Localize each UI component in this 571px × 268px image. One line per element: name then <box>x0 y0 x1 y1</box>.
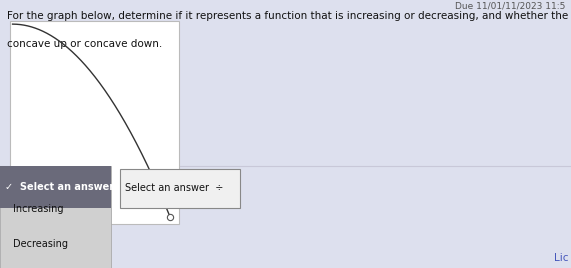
FancyBboxPatch shape <box>120 169 240 208</box>
Text: ✓  Select an answer: ✓ Select an answer <box>5 182 114 192</box>
Text: Increasing: Increasing <box>13 204 63 214</box>
FancyBboxPatch shape <box>10 21 179 224</box>
FancyBboxPatch shape <box>0 166 111 268</box>
Text: Lic: Lic <box>554 253 568 263</box>
Text: For the graph below, determine if it represents a function that is increasing or: For the graph below, determine if it rep… <box>7 11 571 21</box>
Text: Due 11/01/11/2023 11:5: Due 11/01/11/2023 11:5 <box>455 1 565 10</box>
FancyBboxPatch shape <box>0 166 111 208</box>
Text: concave up or concave down.: concave up or concave down. <box>7 39 162 49</box>
Text: Select an answer  ÷: Select an answer ÷ <box>124 183 223 193</box>
Text: Decreasing: Decreasing <box>13 239 67 249</box>
